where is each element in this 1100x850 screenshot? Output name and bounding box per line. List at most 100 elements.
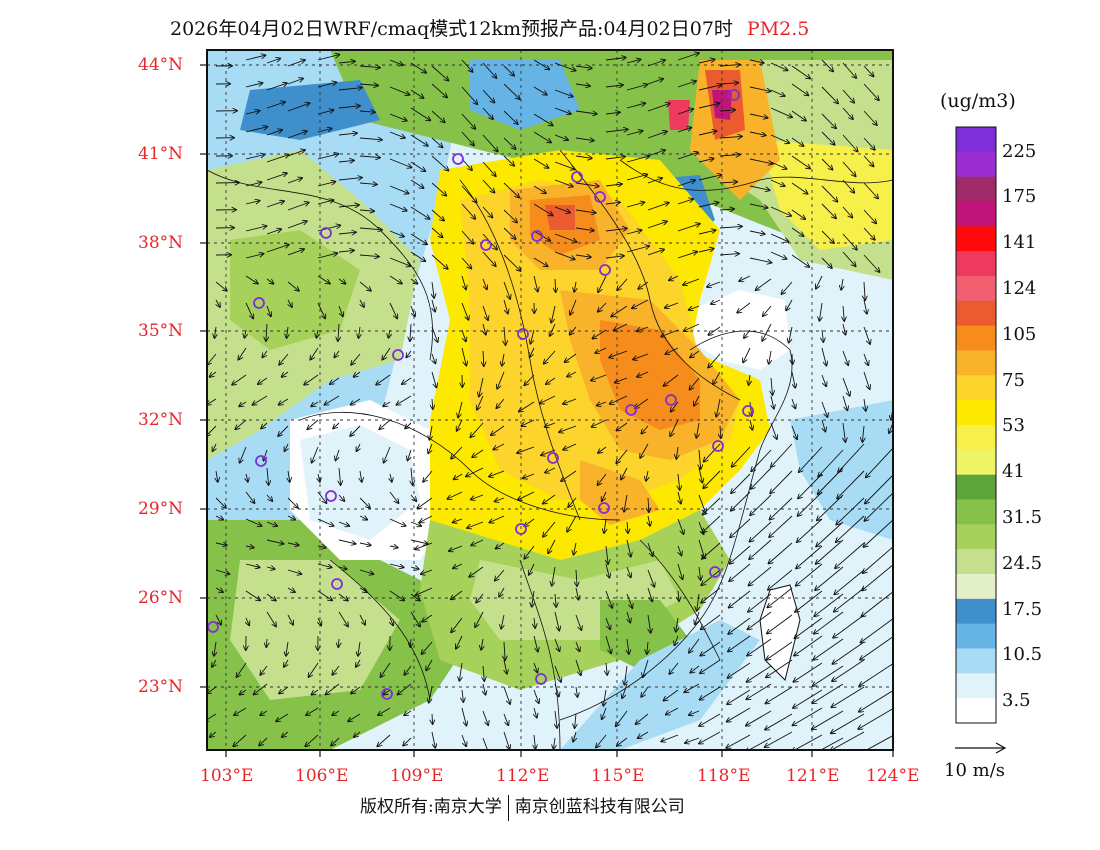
wind-arrow <box>749 131 766 135</box>
wind-arrow <box>550 323 556 336</box>
color-swatch <box>956 400 996 426</box>
wind-arrow <box>461 185 477 202</box>
wind-arrow <box>647 60 665 67</box>
wind-arrow <box>833 614 865 638</box>
wind-arrow <box>719 65 740 66</box>
wind-arrow <box>678 491 681 504</box>
wind-arrow <box>749 257 772 263</box>
wind-arrow <box>287 497 298 508</box>
wind-arrow <box>524 374 535 385</box>
wind-arrow <box>451 617 463 632</box>
wind-arrow <box>766 641 793 660</box>
wind-arrow <box>626 246 649 253</box>
wind-reference-label: 10 m/s <box>944 760 1005 781</box>
wind-arrow <box>503 299 508 314</box>
wind-arrow <box>812 683 844 703</box>
wind-arrow <box>472 449 484 457</box>
wind-arrow <box>894 132 910 145</box>
wind-arrow <box>317 154 338 160</box>
wind-arrow <box>719 254 739 255</box>
wind-arrow <box>719 83 738 84</box>
wind-arrow <box>698 85 721 91</box>
wind-arrow <box>287 249 304 256</box>
wind-arrow <box>207 713 217 721</box>
wind-arrow <box>728 617 751 634</box>
legend-label: 141 <box>1002 232 1037 253</box>
wind-arrow <box>676 446 678 459</box>
wind-arrow <box>422 641 433 654</box>
wind-arrow <box>792 353 793 364</box>
wind-arrow <box>621 467 628 480</box>
wind-arrow <box>859 663 893 686</box>
wind-arrow <box>545 467 556 473</box>
wind-arrow <box>287 150 305 157</box>
wind-arrow <box>789 326 793 343</box>
wind-arrow <box>461 329 466 341</box>
wind-arrow <box>276 713 289 721</box>
wind-arrow <box>766 686 793 704</box>
wind-arrow <box>791 425 797 439</box>
wind-arrow <box>637 326 649 331</box>
wind-arrow <box>605 256 624 258</box>
wind-arrow <box>389 86 410 95</box>
wind-arrow <box>700 659 721 673</box>
wind-arrow <box>284 659 288 667</box>
wind-arrow <box>246 473 248 482</box>
wind-arrow <box>239 402 247 406</box>
wind-arrow <box>836 497 865 525</box>
wind-arrow <box>266 130 282 136</box>
wind-arrow <box>605 590 612 608</box>
wind-arrow <box>834 569 865 594</box>
wind-arrow <box>792 398 795 408</box>
wind-arrow <box>632 299 649 308</box>
city-marker <box>320 227 332 239</box>
wind-arrow <box>245 155 265 160</box>
wind-arrow <box>431 731 435 748</box>
city-marker <box>452 153 464 165</box>
wind-arrow <box>476 593 484 603</box>
wind-arrow <box>388 329 390 338</box>
city-marker <box>598 502 610 514</box>
wind-arrow <box>664 374 679 386</box>
wind-arrow <box>791 209 805 219</box>
wind-arrow <box>317 563 332 567</box>
wind-arrow <box>389 131 405 138</box>
wind-arrow <box>863 137 875 150</box>
wind-arrow <box>384 446 391 463</box>
lat-label: 23°N <box>138 677 184 697</box>
wind-arrow <box>410 62 426 73</box>
wind-arrow <box>287 178 302 184</box>
wind-arrow <box>503 209 517 222</box>
wind-arrow <box>232 374 247 385</box>
wind-arrow <box>647 569 654 587</box>
wind-arrow <box>495 569 505 581</box>
wind-arrow <box>282 371 289 377</box>
wind-arrow <box>534 617 535 628</box>
wind-arrow <box>523 473 535 478</box>
wind-arrow <box>570 326 577 335</box>
wind-arrow <box>894 87 906 97</box>
wind-arrow <box>707 281 721 287</box>
wind-arrow <box>504 641 505 660</box>
lat-label: 44°N <box>138 55 184 75</box>
wind-arrow <box>417 497 433 508</box>
wind-arrow <box>410 233 427 244</box>
wind-arrow <box>390 473 392 482</box>
wind-arrow <box>719 226 742 228</box>
wind-arrow <box>730 518 751 537</box>
wind-arrow <box>814 593 844 616</box>
city-marker <box>331 578 343 590</box>
wind-arrow <box>818 449 844 477</box>
wind-arrow <box>338 178 362 180</box>
wind-arrow <box>244 329 246 338</box>
wind-arrow <box>713 371 721 384</box>
legend-label: 17.5 <box>1002 599 1043 620</box>
city-marker <box>531 230 543 242</box>
wind-arrow <box>422 614 433 622</box>
wind-arrow <box>575 209 596 213</box>
wind-arrow <box>517 446 535 453</box>
wind-arrow <box>822 329 823 342</box>
wind-arrow <box>334 350 340 357</box>
wind-arrow <box>551 305 556 323</box>
wind-arrow <box>524 545 535 559</box>
